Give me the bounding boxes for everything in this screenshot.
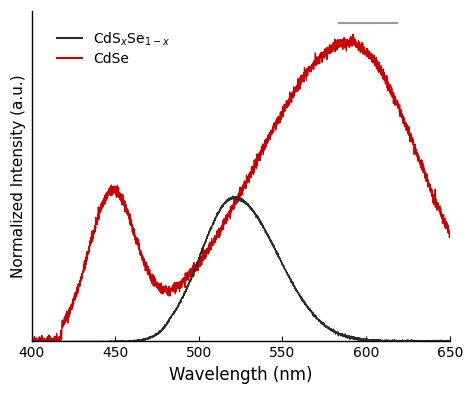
Y-axis label: Normalized Intensity (a.u.): Normalized Intensity (a.u.) — [11, 75, 26, 278]
Legend: CdS$_x$Se$_{1-x}$, CdSe: CdS$_x$Se$_{1-x}$, CdSe — [51, 24, 175, 71]
X-axis label: Wavelength (nm): Wavelength (nm) — [169, 366, 312, 384]
